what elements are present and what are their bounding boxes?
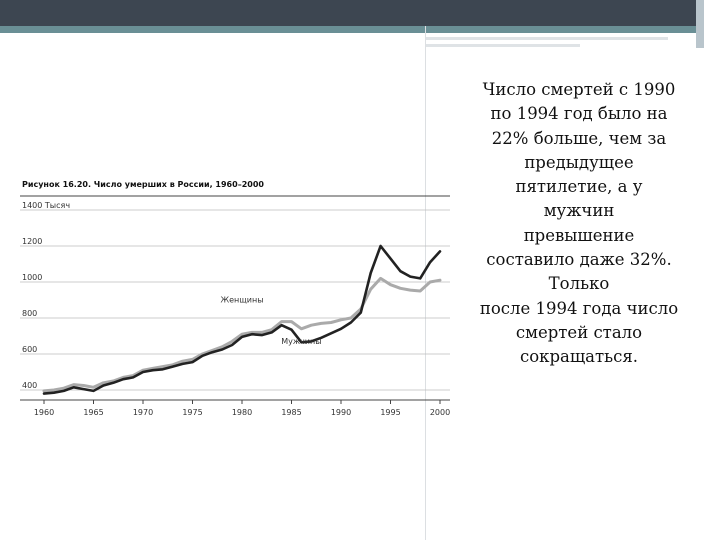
paragraph-line: смертей стало (515, 322, 643, 342)
x-tick-label: 1980 (232, 408, 252, 417)
paragraph-line: предыдущее (524, 152, 634, 172)
y-tick-label: 600 (22, 345, 37, 354)
slide-paragraph: Число смертей с 1990 по 1994 год было на… (458, 78, 700, 370)
mortality-chart: Рисунок 16.20. Число умерших в России, 1… (0, 172, 460, 432)
paragraph-line: после 1994 года число (479, 298, 679, 318)
x-tick-label: 1960 (34, 408, 54, 417)
slide-decor-line (426, 44, 580, 47)
slide-accent-stripe (0, 26, 720, 33)
y-tick-label: 800 (22, 309, 37, 318)
slide-decor-line (426, 37, 668, 40)
y-tick-label: 400 (22, 381, 37, 390)
x-tick-label: 1985 (281, 408, 301, 417)
chart-canvas: 400 600 800 1000 1200 1400 Тысяч 1960 1965 1970 1… (20, 195, 450, 417)
y-tick-label: 1000 (22, 273, 42, 282)
x-tick-label: 1995 (380, 408, 400, 417)
paragraph-line: сокращаться. (519, 347, 639, 367)
paragraph-line: составило даже 32%. (486, 250, 672, 270)
paragraph-line: 22% больше, чем за (491, 128, 667, 148)
paragraph-line: мужчин (543, 201, 615, 221)
x-tick-label: 1965 (83, 408, 103, 417)
chart-title: Рисунок 16.20. Число умерших в России, 1… (22, 180, 264, 189)
slide-divider (425, 26, 426, 540)
x-tick-label: 1975 (182, 408, 202, 417)
paragraph-line: Число смертей с 1990 (482, 80, 676, 99)
series-label-men: Мужчины (281, 337, 321, 346)
series-line-women (42, 276, 442, 393)
series-line-men (42, 244, 442, 395)
y-tick-label: 1400 Тысяч (22, 201, 70, 210)
x-tick-label: 1990 (331, 408, 351, 417)
slide-corner-decor (704, 0, 720, 48)
paragraph-line: Только (548, 274, 610, 294)
paragraph-line: пятилетие, а у (515, 177, 643, 197)
x-tick-label: 1970 (133, 408, 153, 417)
series-label-women: Женщины (220, 296, 263, 305)
y-tick-label: 1200 (22, 237, 42, 246)
x-tick-label: 2000 (430, 408, 450, 417)
slide-top-bar (0, 0, 720, 26)
paragraph-line: превышение (523, 225, 635, 245)
paragraph-line: по 1994 год было на (490, 104, 668, 124)
